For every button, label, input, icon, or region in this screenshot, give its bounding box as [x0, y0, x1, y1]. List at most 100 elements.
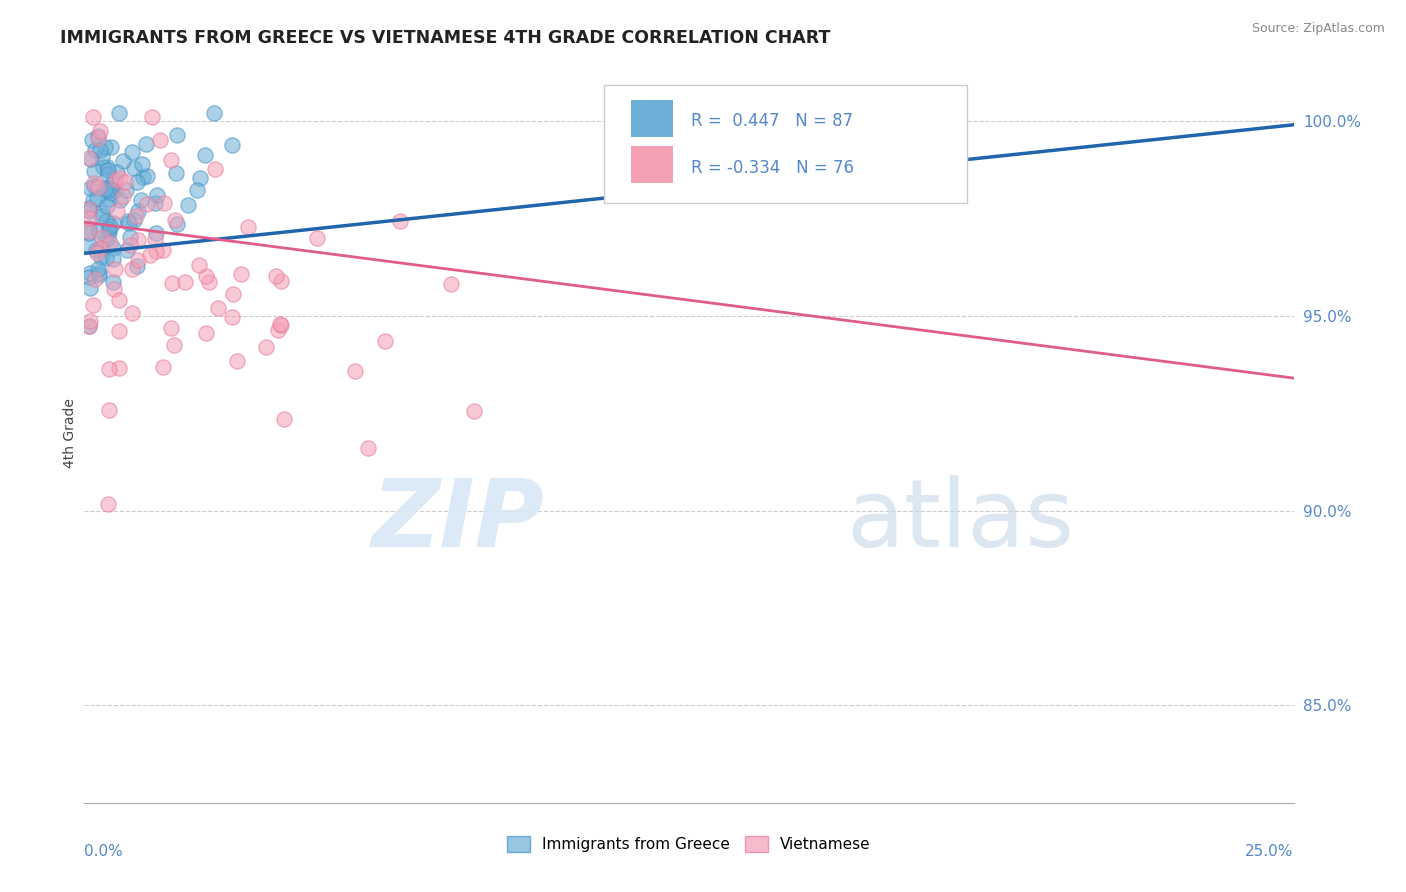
Point [97, 231, 120, 245]
Point [146, 188, 169, 202]
Point [86, 191, 108, 205]
Point [103, 282, 125, 296]
Point [236, 219, 259, 234]
Point [77, 318, 100, 333]
Point [256, 340, 278, 354]
Point [162, 276, 184, 290]
Point [90, 251, 112, 265]
Point [103, 173, 125, 187]
Point [195, 269, 218, 284]
Point [122, 213, 145, 227]
Point [97, 497, 120, 511]
Point [82, 193, 104, 207]
Point [125, 259, 148, 273]
Point [114, 175, 136, 189]
Y-axis label: 4th Grade: 4th Grade [63, 398, 77, 467]
Point [105, 172, 128, 186]
Bar [631, 146, 673, 183]
Point [101, 275, 124, 289]
Point [77, 227, 100, 241]
Point [357, 441, 380, 455]
Point [163, 337, 186, 351]
Point [270, 318, 292, 333]
Point [100, 186, 122, 200]
Point [112, 189, 135, 203]
Point [87, 268, 110, 283]
Point [152, 196, 174, 211]
Point [152, 359, 174, 374]
Point [97, 180, 120, 194]
Point [86, 128, 108, 143]
Text: R = -0.334   N = 76: R = -0.334 N = 76 [692, 159, 855, 177]
Point [145, 227, 167, 241]
Text: 25.0%: 25.0% [1246, 844, 1294, 858]
Point [127, 203, 149, 218]
Point [136, 197, 159, 211]
Point [98, 225, 121, 239]
Legend: Immigrants from Greece, Vietnamese: Immigrants from Greece, Vietnamese [501, 830, 877, 858]
Point [143, 232, 166, 246]
Point [94, 214, 117, 228]
Point [82, 298, 104, 312]
Point [91, 206, 114, 220]
Point [87, 130, 110, 145]
Point [166, 217, 188, 231]
Point [270, 274, 292, 288]
Point [94, 230, 117, 244]
Point [159, 321, 181, 335]
Point [91, 150, 114, 164]
Point [143, 195, 166, 210]
Point [108, 324, 131, 338]
Point [80, 152, 103, 166]
Point [121, 145, 143, 160]
Point [121, 261, 143, 276]
Point [108, 293, 131, 307]
Point [152, 243, 174, 257]
Point [131, 157, 153, 171]
Point [344, 364, 367, 378]
Point [463, 404, 485, 418]
Point [222, 286, 245, 301]
Point [174, 275, 197, 289]
Point [90, 209, 112, 223]
Point [374, 334, 396, 348]
Point [104, 261, 127, 276]
Point [190, 171, 212, 186]
Point [89, 144, 111, 158]
Point [84, 272, 107, 286]
Point [97, 362, 120, 376]
Point [114, 183, 136, 197]
Point [108, 106, 131, 120]
Point [77, 202, 100, 216]
Point [94, 182, 117, 196]
Point [231, 267, 253, 281]
Point [221, 137, 243, 152]
Point [127, 253, 149, 268]
Point [91, 241, 114, 255]
Point [79, 202, 101, 216]
Point [77, 151, 100, 165]
Point [79, 281, 101, 295]
Point [267, 322, 290, 336]
Point [108, 360, 131, 375]
Point [83, 179, 105, 194]
Point [135, 136, 157, 151]
Point [86, 243, 108, 257]
Point [77, 238, 100, 252]
Point [108, 171, 131, 186]
Point [108, 194, 131, 208]
Point [77, 319, 100, 334]
Point [264, 269, 287, 284]
Point [127, 233, 149, 247]
Point [89, 241, 111, 255]
Text: Source: ZipAtlas.com: Source: ZipAtlas.com [1251, 22, 1385, 36]
Point [105, 203, 128, 218]
Point [100, 140, 122, 154]
Point [166, 128, 188, 143]
Text: 0.0%: 0.0% [84, 844, 124, 858]
Point [136, 169, 159, 183]
Point [204, 161, 226, 176]
Point [202, 106, 225, 120]
Point [101, 252, 124, 267]
Point [186, 183, 208, 197]
